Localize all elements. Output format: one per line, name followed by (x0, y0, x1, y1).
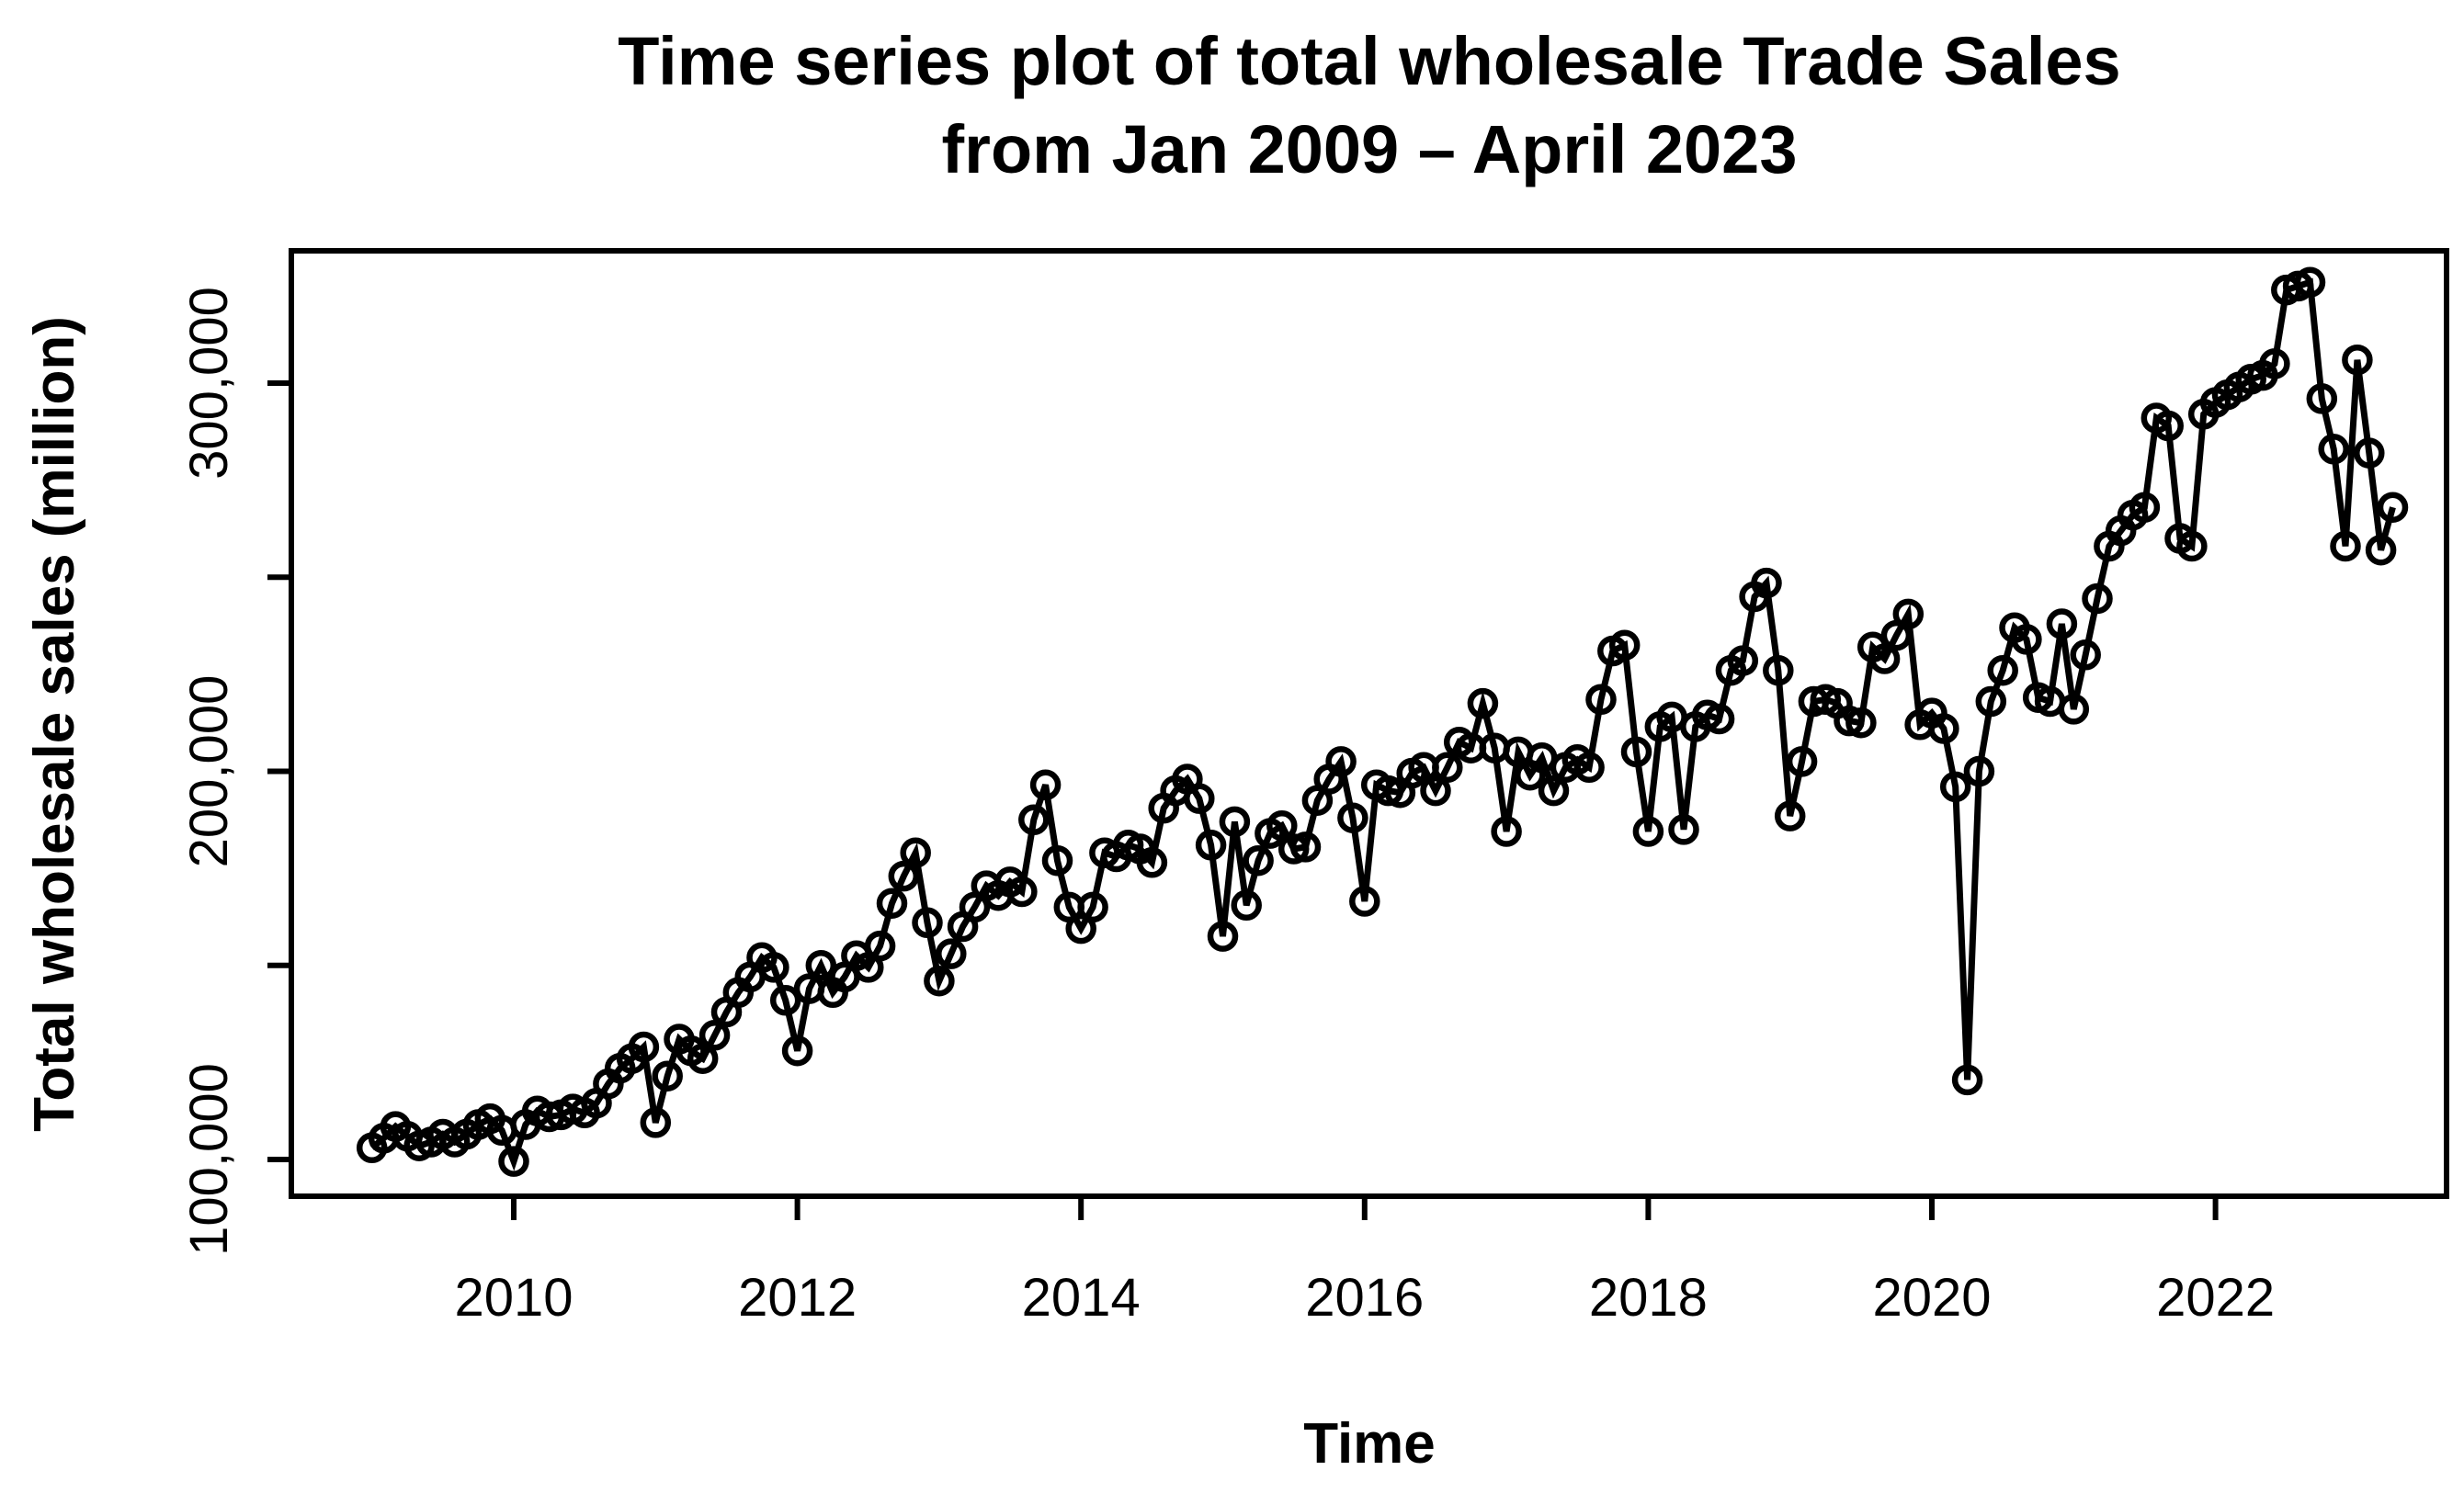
data-point (1939, 771, 1971, 803)
x-tick-label: 2022 (2156, 1268, 2275, 1328)
data-point (1243, 844, 1274, 877)
data-point (2377, 492, 2409, 523)
data-point (1608, 629, 1641, 661)
data-point (2306, 383, 2338, 414)
data-point (1277, 833, 1310, 865)
data-point (1372, 775, 1404, 807)
data-point (2318, 434, 2349, 465)
data-point (640, 1107, 672, 1138)
data-point (936, 938, 967, 969)
data-point (2082, 582, 2113, 615)
data-point (1467, 687, 1499, 719)
data-point (1928, 713, 1959, 744)
data-point (1006, 876, 1038, 908)
data-point (1041, 844, 1073, 877)
data-point (1207, 921, 1239, 952)
data-point (912, 907, 943, 939)
x-axis-label: Time (1303, 1412, 1436, 1476)
plot-frame (289, 248, 2449, 1199)
data-point (1219, 806, 1251, 838)
data-point (2294, 266, 2326, 298)
data-point (1845, 707, 1877, 739)
data-point (1632, 816, 1664, 847)
data-point (1703, 703, 1735, 735)
data-point (2011, 624, 2042, 655)
data-point (2342, 344, 2373, 376)
data-point (1774, 800, 1806, 831)
y-tick-label: 300,000 (179, 287, 239, 480)
data-point (1786, 746, 1818, 777)
data-point (1727, 645, 1759, 676)
data-point (1975, 685, 2007, 718)
y-tick-label: 100,000 (179, 1063, 239, 1256)
data-point (1136, 847, 1168, 878)
data-point (1951, 1064, 1983, 1096)
data-point (1266, 809, 1298, 842)
plot-content: 2010 2012 2014 2016 2018 2020 2022 100,000 200,0… (179, 266, 2409, 1328)
data-point (805, 950, 837, 981)
data-point (1184, 783, 1215, 814)
data-point (2365, 534, 2397, 566)
data-point (864, 930, 896, 962)
data-point (924, 965, 955, 997)
data-point (2152, 410, 2184, 442)
data-point (1420, 775, 1451, 807)
data-point (1585, 684, 1617, 716)
data-point (1963, 755, 1995, 787)
data-point (1868, 643, 1901, 674)
data-point (1231, 889, 1262, 922)
data-point (1620, 736, 1652, 768)
data-point (1018, 804, 1050, 836)
data-point (2354, 437, 2385, 469)
data-point (1668, 814, 1699, 845)
data-point (1751, 567, 1782, 599)
data-point (1892, 598, 1925, 630)
x-tick-label: 2018 (1589, 1268, 1708, 1328)
data-point (1834, 705, 1865, 737)
data-point (498, 1146, 529, 1177)
data-point (1491, 816, 1522, 847)
chart-title-line1: Time series plot of total wholesale Trad… (618, 23, 2120, 99)
chart-title-line2: from Jan 2009 – April 2023 (942, 111, 1798, 187)
data-point (2058, 694, 2090, 725)
data-point (876, 888, 908, 919)
data-point (2330, 530, 2361, 562)
data-point (2129, 492, 2161, 523)
data-point (687, 1043, 719, 1074)
data-point (2259, 348, 2290, 379)
data-point (1195, 830, 1227, 861)
data-point (758, 952, 789, 983)
data-point (888, 860, 920, 892)
data-point (698, 1020, 731, 1051)
data-point (628, 1031, 660, 1063)
x-tick-label: 2014 (1022, 1268, 1141, 1328)
data-point (781, 1035, 813, 1067)
data-point (1289, 831, 1322, 863)
y-tick-label: 200,000 (179, 675, 239, 868)
data-point (2176, 530, 2208, 562)
data-point (1432, 752, 1463, 784)
x-tick-label: 2012 (738, 1268, 857, 1328)
data-point (1337, 802, 1368, 833)
data-point (2046, 608, 2078, 639)
y-axis-label: Total wholesale sales (million) (23, 316, 86, 1132)
x-tick-label: 2020 (1872, 1268, 1991, 1328)
data-point (900, 837, 931, 868)
data-point (769, 985, 801, 1016)
data-point (1763, 654, 1794, 686)
data-point (2070, 639, 2101, 671)
data-point (1573, 752, 1605, 784)
data-point (1325, 746, 1357, 777)
data-point (652, 1060, 683, 1091)
data-point (1349, 886, 1380, 917)
x-tick-label: 2010 (454, 1268, 573, 1328)
data-point (1077, 891, 1108, 923)
data-point (1029, 769, 1062, 801)
data-point (1538, 775, 1570, 807)
x-tick-label: 2016 (1305, 1268, 1424, 1328)
data-point (1987, 654, 2018, 686)
